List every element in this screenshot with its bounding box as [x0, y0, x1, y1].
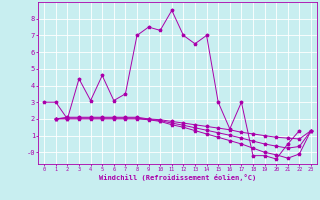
X-axis label: Windchill (Refroidissement éolien,°C): Windchill (Refroidissement éolien,°C): [99, 174, 256, 181]
